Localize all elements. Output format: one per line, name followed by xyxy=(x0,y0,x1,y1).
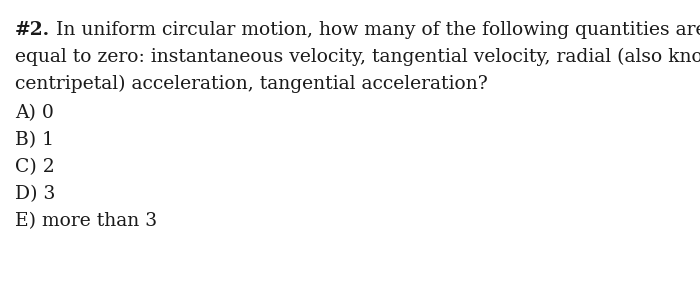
Text: E) more than 3: E) more than 3 xyxy=(15,212,157,230)
Text: #2.: #2. xyxy=(15,21,50,39)
Text: A) 0: A) 0 xyxy=(15,104,54,122)
Text: equal to zero: instantaneous velocity, tangential velocity, radial (also known a: equal to zero: instantaneous velocity, t… xyxy=(15,48,700,66)
Text: C) 2: C) 2 xyxy=(15,158,55,176)
Text: D) 3: D) 3 xyxy=(15,185,55,203)
Text: B) 1: B) 1 xyxy=(15,131,54,149)
Text: In uniform circular motion, how many of the following quantities are constant or: In uniform circular motion, how many of … xyxy=(50,21,700,39)
Text: centripetal) acceleration, tangential acceleration?: centripetal) acceleration, tangential ac… xyxy=(15,75,488,93)
